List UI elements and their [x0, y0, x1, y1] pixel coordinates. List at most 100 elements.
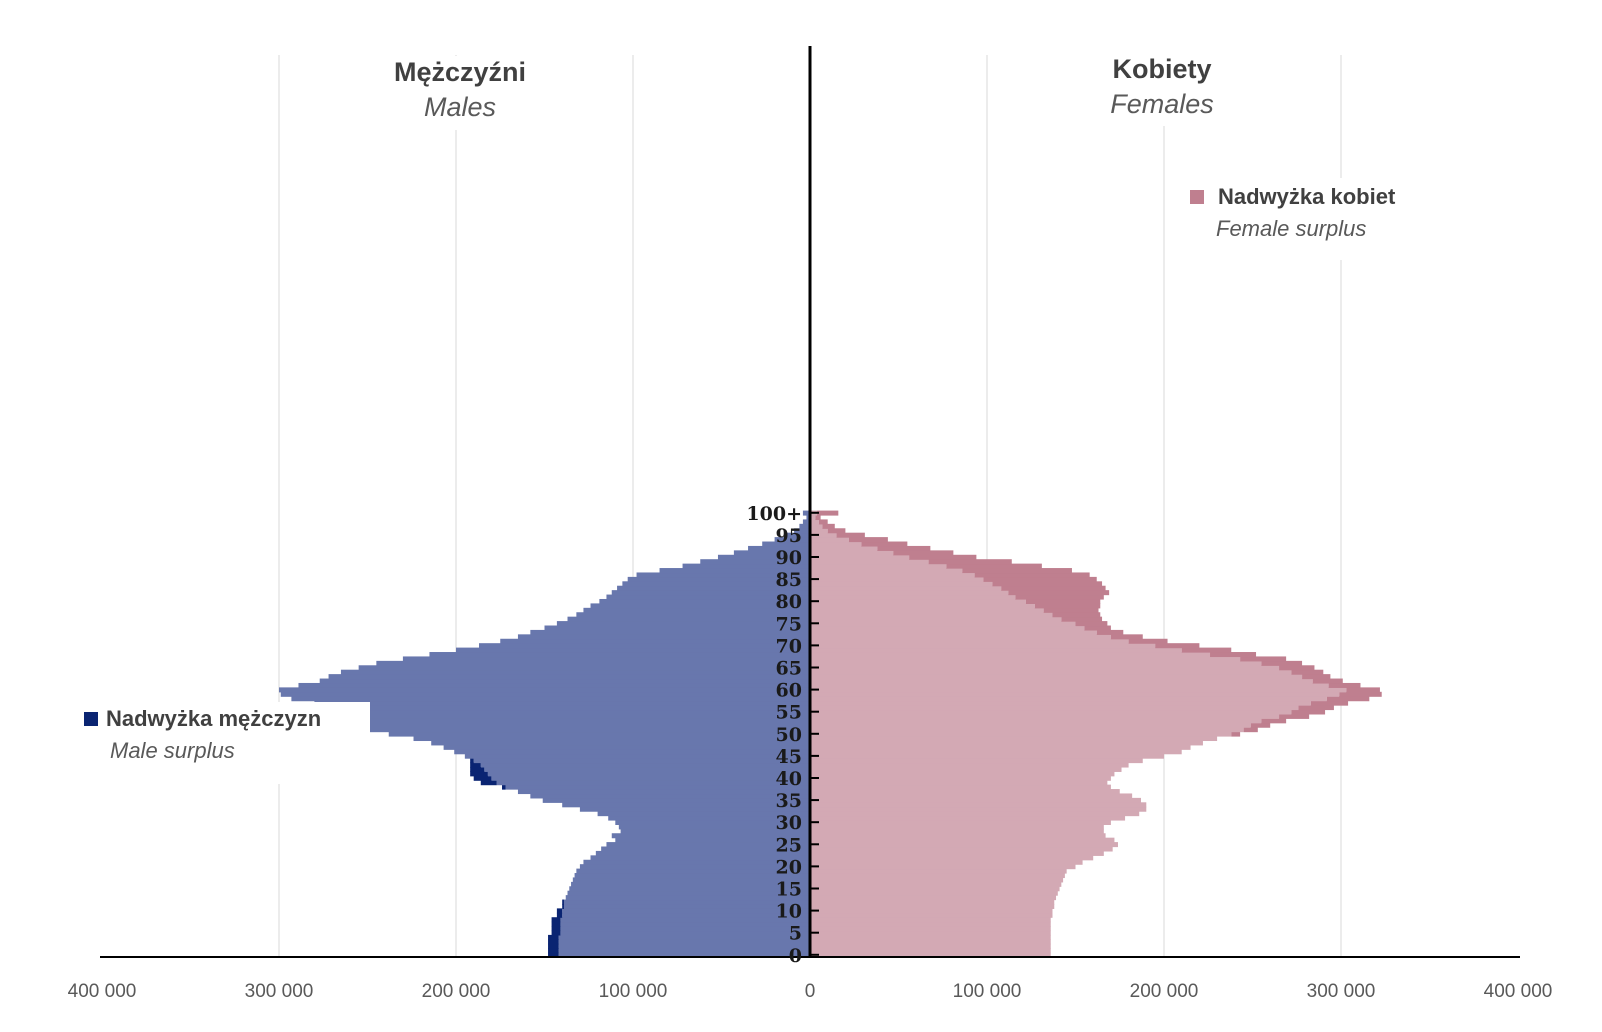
female-bar [810, 837, 1115, 843]
female-surplus-bar [1008, 590, 1110, 596]
female-surplus-bar [1328, 682, 1361, 688]
y-tick-label: 25 [776, 834, 802, 856]
y-tick-label: 65 [776, 657, 802, 679]
female-bar [810, 581, 993, 587]
male-bar [617, 585, 810, 591]
female-bar [810, 921, 1051, 927]
female-bar [810, 948, 1051, 954]
female-bar [810, 736, 1218, 742]
female-bar [810, 572, 975, 578]
male-bar [443, 744, 810, 750]
female-bar [810, 811, 1140, 817]
male-bar [473, 758, 810, 764]
male-bar [569, 886, 810, 892]
male-surplus-bar [473, 775, 492, 781]
male-bar [597, 811, 810, 817]
female-surplus-bar [1110, 634, 1143, 640]
female-bar [810, 722, 1251, 728]
male-bar [517, 634, 810, 640]
female-bar [810, 797, 1141, 803]
y-tick-label: 15 [776, 878, 802, 900]
male-bar [505, 784, 810, 790]
female-bar [810, 886, 1060, 892]
male-surplus-bar [551, 921, 561, 927]
male-surplus-bar [551, 926, 561, 932]
male-bar [332, 709, 810, 715]
female-surplus-bar [1339, 691, 1382, 697]
male-bar [319, 678, 810, 684]
male-bar [583, 859, 810, 865]
y-tick-label: 20 [776, 856, 802, 878]
male-bar [280, 691, 810, 697]
female-bar [810, 594, 1016, 600]
male-bar [717, 554, 810, 560]
male-surplus-bar [548, 943, 559, 949]
male-bar [636, 572, 810, 578]
male-bar [562, 802, 810, 808]
female-bar [810, 674, 1303, 680]
female-surplus-bar [974, 572, 1090, 578]
female-bar [810, 705, 1299, 711]
female-bar [810, 828, 1104, 834]
male-bar [342, 722, 810, 728]
male-bar [358, 665, 810, 671]
male-bar [328, 674, 810, 680]
female-surplus-bar [1096, 629, 1124, 635]
female-surplus-bar [1210, 652, 1257, 658]
female-bar [810, 568, 963, 574]
female-surplus-bar [1061, 616, 1103, 622]
female-bar [810, 647, 1182, 653]
female-surplus-legend-swatch [1190, 190, 1204, 204]
female-surplus-bar [1326, 696, 1370, 702]
y-tick-label: 50 [776, 724, 802, 746]
y-tick-label: 5 [789, 923, 802, 945]
female-bar [810, 537, 849, 543]
male-bar [500, 638, 810, 644]
female-bar [810, 855, 1094, 861]
male-bar [606, 842, 810, 848]
female-bar [810, 926, 1051, 932]
male-surplus-bar [502, 784, 506, 790]
male-bar [560, 921, 810, 927]
male-surplus-bar [548, 939, 559, 945]
male-bar [572, 877, 810, 883]
female-bar [810, 660, 1262, 666]
male-bar [562, 912, 810, 918]
y-tick-label: 45 [776, 746, 802, 768]
female-bar [810, 515, 816, 521]
female-surplus-bar [1261, 718, 1287, 724]
female-surplus-bar [1043, 607, 1099, 613]
female-bar [810, 731, 1232, 737]
male-bar [620, 828, 810, 834]
male-bar [748, 545, 810, 551]
y-tick-label: 0 [789, 945, 802, 967]
y-tick-label: 95 [776, 525, 802, 547]
female-bar [810, 713, 1280, 719]
male-bar [388, 731, 810, 737]
female-bar [810, 532, 837, 538]
male-surplus-bar [470, 762, 481, 768]
male-bar [682, 563, 810, 569]
female-bar [810, 665, 1280, 671]
female-bar [810, 744, 1191, 750]
female-bar [810, 559, 929, 565]
female-bar [810, 585, 1002, 591]
female-bar [810, 682, 1329, 688]
male-bar [530, 629, 810, 635]
male-surplus-bar [562, 903, 564, 909]
female-bar [810, 638, 1129, 644]
y-tick-label: 85 [776, 569, 802, 591]
female-surplus-bar [818, 519, 828, 525]
female-bar [810, 873, 1065, 879]
female-surplus-bar [1034, 603, 1101, 609]
female-bar [810, 766, 1122, 772]
male-surplus-bar [548, 934, 559, 940]
female-surplus-bar [861, 541, 908, 547]
female-bar [810, 939, 1051, 945]
male-surplus-bar [470, 771, 488, 777]
female-bar [810, 917, 1051, 923]
female-bar [810, 784, 1111, 790]
left-subtitle: Males [424, 92, 496, 122]
female-bar [810, 740, 1203, 746]
